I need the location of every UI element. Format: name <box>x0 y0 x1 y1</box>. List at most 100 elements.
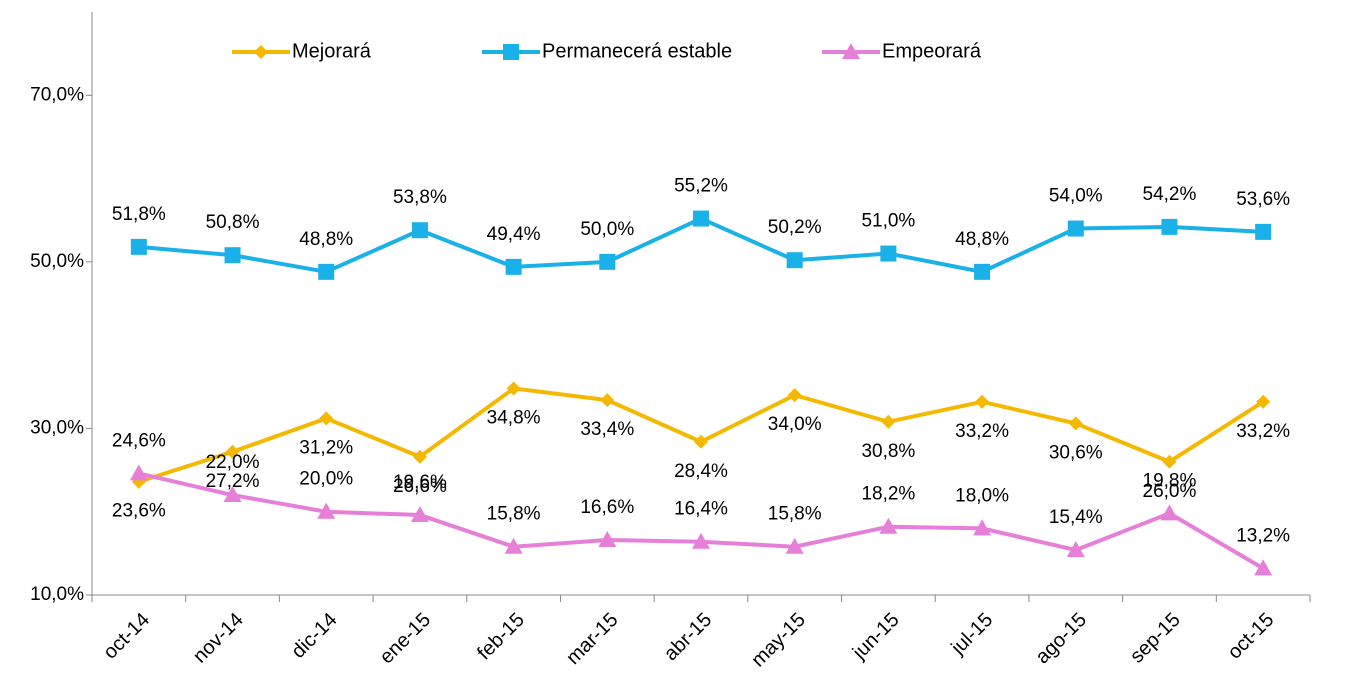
data-label: 23,6% <box>112 501 166 522</box>
marker <box>319 411 334 426</box>
legend-label: Empeorará <box>882 40 982 62</box>
marker <box>129 464 148 481</box>
marker <box>503 44 519 60</box>
x-tick-label: ago-15 <box>1031 609 1091 669</box>
marker <box>785 537 804 554</box>
data-label: 48,8% <box>299 229 353 250</box>
data-label: 20,0% <box>299 469 353 490</box>
data-label: 26,0% <box>1143 481 1197 502</box>
marker <box>225 444 240 459</box>
data-label: 55,2% <box>674 176 728 197</box>
data-label: 15,8% <box>487 504 541 525</box>
data-label: 13,2% <box>1236 525 1290 546</box>
data-label: 54,0% <box>1049 186 1103 207</box>
data-label: 34,0% <box>768 414 822 435</box>
marker <box>505 258 522 275</box>
y-tick-label: 70,0% <box>30 84 84 105</box>
x-tick-label: jun-15 <box>848 609 904 665</box>
marker <box>1161 218 1178 235</box>
marker <box>318 263 335 280</box>
data-label: 19,8% <box>1143 470 1197 491</box>
marker <box>694 434 708 449</box>
marker <box>1066 541 1085 558</box>
y-tick-label: 30,0% <box>30 417 84 438</box>
x-tick-label: ene-15 <box>376 609 436 669</box>
data-label: 53,8% <box>393 187 447 208</box>
data-label: 50,0% <box>580 219 634 240</box>
marker <box>1254 559 1273 576</box>
series: 24,6% 22,0% 20,0% 19,6% 15,8% 16,6% 16,4% 15,8%… <box>112 430 1290 576</box>
data-label: 34,8% <box>487 407 541 428</box>
marker <box>975 394 990 409</box>
marker <box>598 531 617 548</box>
marker <box>693 210 709 227</box>
legend-label: Permanecerá estable <box>542 40 732 62</box>
data-label: 26,6% <box>393 476 447 497</box>
data-label: 51,8% <box>112 204 166 225</box>
data-label: 22,0% <box>206 452 260 473</box>
marker <box>1160 504 1179 521</box>
marker <box>1162 454 1177 469</box>
marker <box>254 45 268 59</box>
data-label: 18,2% <box>861 484 915 505</box>
x-tick-label: dic-14 <box>287 609 341 663</box>
data-label: 50,2% <box>768 217 822 238</box>
marker <box>504 537 523 554</box>
data-label: 16,6% <box>580 497 634 518</box>
marker <box>600 393 615 408</box>
data-label: 30,6% <box>1049 442 1103 463</box>
data-label: 30,8% <box>861 441 915 462</box>
data-label: 51,0% <box>861 211 915 232</box>
data-label: 53,6% <box>1236 189 1290 210</box>
x-tick-label: oct-14 <box>99 609 154 664</box>
data-label: 33,2% <box>1236 421 1290 442</box>
data-label: 49,4% <box>487 224 541 245</box>
marker <box>1255 223 1272 240</box>
x-tick-label: sep-15 <box>1126 609 1185 668</box>
data-label: 48,8% <box>955 229 1009 250</box>
data-label: 50,8% <box>206 212 260 233</box>
marker <box>223 486 242 503</box>
marker <box>317 502 336 519</box>
data-label: 18,0% <box>955 485 1009 506</box>
x-tick-label: may-15 <box>747 609 810 672</box>
data-label: 24,6% <box>112 430 166 451</box>
marker <box>787 388 802 403</box>
x-tick-label: oct-15 <box>1224 609 1279 664</box>
x-tick-label: abr-15 <box>660 609 716 665</box>
marker <box>506 381 521 396</box>
data-label: 15,8% <box>768 504 822 525</box>
marker <box>973 519 992 536</box>
x-tick-label: feb-15 <box>473 609 529 665</box>
marker <box>412 449 427 464</box>
marker <box>411 222 428 239</box>
marker <box>786 252 803 269</box>
data-label: 54,2% <box>1143 184 1197 205</box>
data-label: 28,4% <box>674 461 728 482</box>
data-label: 33,2% <box>955 421 1009 442</box>
x-tick-label: nov-14 <box>189 609 248 668</box>
y-tick-label: 50,0% <box>30 251 84 272</box>
marker <box>974 263 991 280</box>
legend-label: Mejorará <box>292 40 372 62</box>
marker <box>224 247 241 264</box>
data-label: 27,2% <box>206 471 260 492</box>
marker <box>410 506 429 523</box>
data-label: 33,4% <box>580 419 634 440</box>
marker <box>599 253 616 270</box>
marker <box>1256 394 1271 409</box>
data-label: 31,2% <box>299 437 353 458</box>
x-tick-label: jul-15 <box>946 609 997 660</box>
data-label: 15,4% <box>1049 507 1103 528</box>
marker <box>692 532 710 549</box>
data-label: 16,4% <box>674 499 728 520</box>
series: 23,6% 27,2% 31,2% 26,6% 34,8% 33,4% 28,4% 34,0%… <box>112 381 1290 522</box>
marker <box>1067 220 1084 237</box>
marker <box>130 238 147 255</box>
series: 51,8% 50,8% 48,8% 53,8% 49,4% 50,0% 55,2% 50,2%… <box>112 176 1290 280</box>
marker <box>881 414 896 429</box>
x-tick-label: mar-15 <box>562 609 622 669</box>
y-tick-label: 10,0% <box>30 584 84 605</box>
marker <box>879 517 898 534</box>
